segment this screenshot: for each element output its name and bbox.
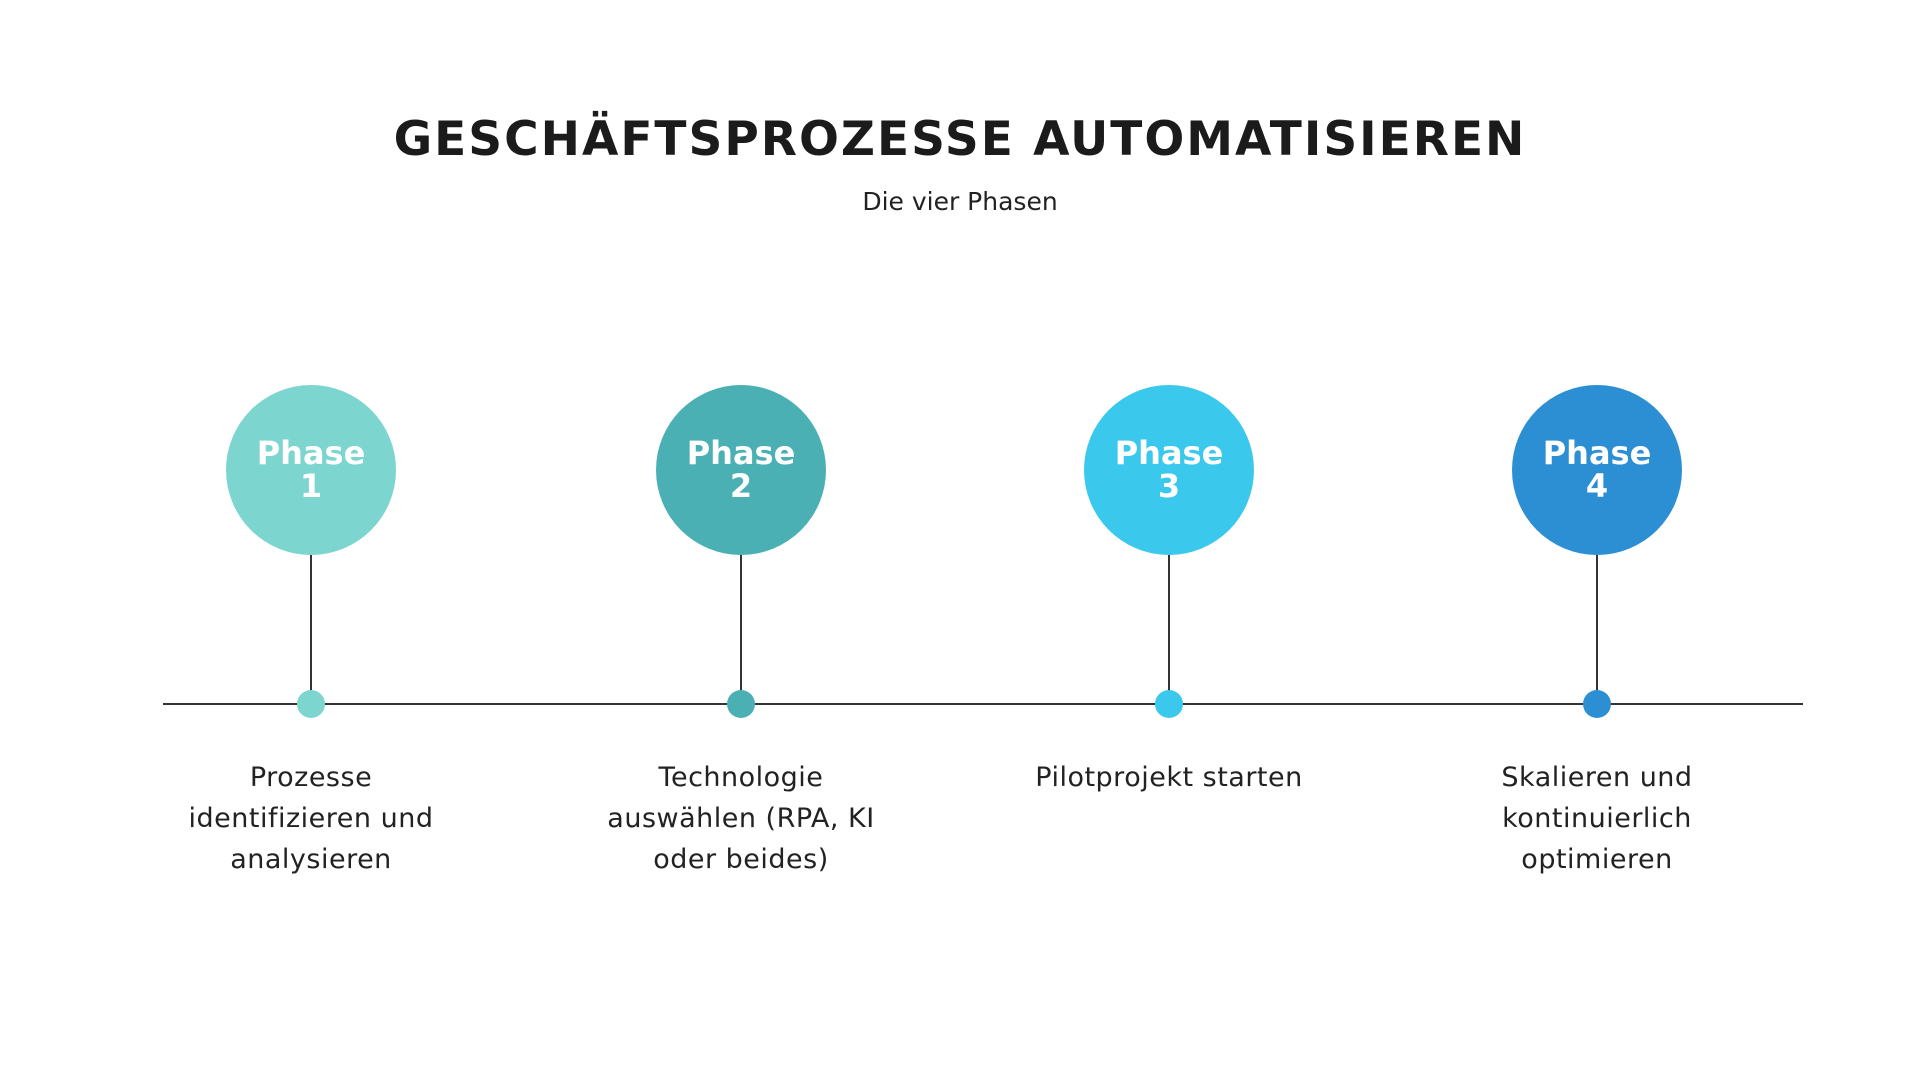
connector-line <box>1596 555 1598 705</box>
connector-line <box>1168 555 1170 705</box>
connector-line <box>740 555 742 705</box>
timeline-dot <box>297 690 325 718</box>
page-title: GESCHÄFTSPROZESSE AUTOMATISIEREN <box>393 112 1527 167</box>
phase-label: Phase <box>1114 434 1224 472</box>
phase-circle: Phase 2 <box>656 385 826 555</box>
phase-number: 2 <box>729 467 753 505</box>
phase-description: Prozesse identifizieren und analysieren <box>188 762 434 875</box>
phase-label: Phase <box>686 434 796 472</box>
page-subtitle: Die vier Phasen <box>862 187 1058 216</box>
phase-label: Phase <box>1542 434 1652 472</box>
timeline-dot <box>727 690 755 718</box>
phase-description: Skalieren und kontinuierlich optimieren <box>1501 762 1693 875</box>
connector-line <box>310 555 312 705</box>
timeline-line <box>163 703 1803 705</box>
timeline-dot <box>1155 690 1183 718</box>
phase-circle: Phase 4 <box>1512 385 1682 555</box>
phase-number: 4 <box>1585 467 1609 505</box>
timeline-dot <box>1583 690 1611 718</box>
phase-circle: Phase 3 <box>1084 385 1254 555</box>
phase-label: Phase <box>256 434 366 472</box>
phase-number: 3 <box>1157 467 1181 505</box>
phase-circle: Phase 1 <box>226 385 396 555</box>
phase-number: 1 <box>299 467 323 505</box>
phase-description: Pilotprojekt starten <box>1035 762 1303 793</box>
phase-description: Technologie auswählen (RPA, KI oder beid… <box>607 762 875 875</box>
